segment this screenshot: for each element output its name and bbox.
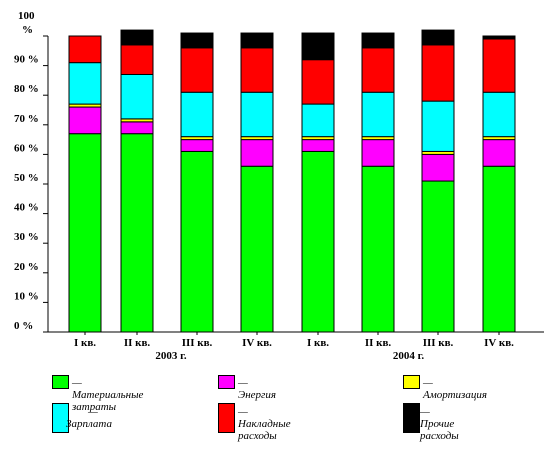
legend-label-line: — Материальные затраты (72, 377, 144, 413)
bar-segment-1-series-5 (68, 35, 102, 64)
legend-swatch (52, 403, 69, 433)
legend-label-line: расходы (420, 430, 459, 442)
x-tick-label: I кв. (74, 337, 96, 349)
bar-segment-5-series-2 (301, 139, 335, 152)
bar-segment-4-series-1 (240, 165, 274, 333)
y-tick-label: 60 % (14, 142, 39, 154)
legend-label-line: — Прочие (420, 406, 455, 430)
legend-label: — Прочие расходы (420, 406, 459, 442)
stacked-bar-chart: 0 % 10 % 20 % 30 % 40 % 50 % 60 % 70 % 80 % 90 % 1… (14, 10, 544, 362)
labels-layer: 0 % 10 % 20 % 30 % 40 % 50 % 60 % 70 % 80 % 90 % 1… (14, 10, 514, 362)
x-tick-label: II кв. (124, 337, 151, 349)
legend-swatch (218, 375, 235, 389)
bar-segment-2-series-1 (120, 133, 154, 333)
bar-segment-7-series-1 (421, 180, 455, 333)
x-tick-label: III кв. (423, 337, 454, 349)
legend-label-line: — (88, 406, 98, 418)
bar-segment-5-series-1 (301, 150, 335, 333)
y-tick-label: 0 % (14, 320, 33, 332)
bar-segment-2-series-2 (120, 121, 154, 135)
bar-segment-2-series-6 (120, 29, 154, 46)
legend-label: — Накладные расходы (238, 406, 291, 442)
bar-segment-1-series-1 (68, 133, 102, 333)
y-tick-label: 30 % (14, 231, 39, 243)
bar-segment-3-series-4 (180, 91, 214, 138)
y-tick-label: 40 % (14, 202, 39, 214)
y-tick-label: 70 % (14, 113, 39, 125)
bar-segment-5-series-5 (301, 59, 335, 105)
y-tick-label: 10 % (14, 290, 39, 302)
bar-segment-7-series-5 (421, 44, 455, 102)
x-tick-label: III кв. (182, 337, 213, 349)
bar-segment-8-series-5 (482, 38, 516, 93)
bar-segment-1-series-4 (68, 62, 102, 105)
bar-segment-4-series-4 (240, 91, 274, 138)
bar-segment-6-series-4 (361, 91, 395, 138)
legend-label: — Амортизация (423, 377, 487, 401)
legend-label-line: — Амортизация (423, 377, 487, 401)
bars-layer (68, 29, 516, 333)
axes-layer (43, 35, 544, 335)
y-tick-label: 20 % (14, 261, 39, 273)
year-group-label: 2003 г. (155, 350, 187, 362)
bar-segment-2-series-5 (120, 44, 154, 75)
bar-segment-4-series-5 (240, 47, 274, 93)
legend-swatch (52, 375, 69, 389)
bar-segment-6-series-5 (361, 47, 395, 93)
legend-label-line: — Накладные (238, 406, 291, 430)
bar-segment-8-series-2 (482, 139, 516, 167)
legend-label-line: Зарплата (66, 418, 112, 430)
bar-segment-8-series-6 (482, 35, 516, 40)
x-tick-label: I кв. (307, 337, 329, 349)
bar-segment-4-series-6 (240, 32, 274, 49)
y-top-label: 100 (18, 10, 35, 22)
legend-swatch (403, 375, 420, 389)
bar-segment-8-series-4 (482, 91, 516, 138)
bar-segment-5-series-4 (301, 103, 335, 138)
legend-label-line: расходы (238, 430, 277, 442)
bar-segment-6-series-2 (361, 139, 395, 167)
bar-segment-6-series-1 (361, 165, 395, 333)
legend-swatch (218, 403, 235, 433)
legend-label-line: — Энергия (238, 377, 276, 401)
x-tick-label: II кв. (365, 337, 392, 349)
year-group-label: 2004 г. (393, 350, 425, 362)
bar-segment-7-series-4 (421, 100, 455, 152)
bar-segment-8-series-1 (482, 165, 516, 333)
bar-segment-7-series-6 (421, 29, 455, 46)
bar-segment-7-series-2 (421, 153, 455, 182)
bar-segment-2-series-4 (120, 73, 154, 120)
bar-segment-3-series-1 (180, 150, 214, 333)
x-tick-label: IV кв. (242, 337, 272, 349)
bar-segment-6-series-6 (361, 32, 395, 49)
legend: — Материальные затраты — Энергия — Амортиз… (0, 370, 546, 449)
x-tick-label: IV кв. (484, 337, 514, 349)
bar-segment-3-series-6 (180, 32, 214, 49)
y-top-label-unit: % (22, 24, 33, 36)
bar-segment-4-series-2 (240, 139, 274, 167)
y-tick-label: 90 % (14, 54, 39, 66)
y-tick-label: 80 % (14, 83, 39, 95)
legend-label: — Материальные затраты (72, 377, 143, 413)
bar-segment-3-series-2 (180, 139, 214, 152)
bar-segment-5-series-6 (301, 32, 335, 61)
legend-label: — Зарплата (66, 406, 112, 430)
bar-segment-1-series-2 (68, 106, 102, 135)
y-tick-label: 50 % (14, 172, 39, 184)
legend-swatch (403, 403, 420, 433)
bar-segment-3-series-5 (180, 47, 214, 93)
legend-label: — Энергия (238, 377, 276, 401)
